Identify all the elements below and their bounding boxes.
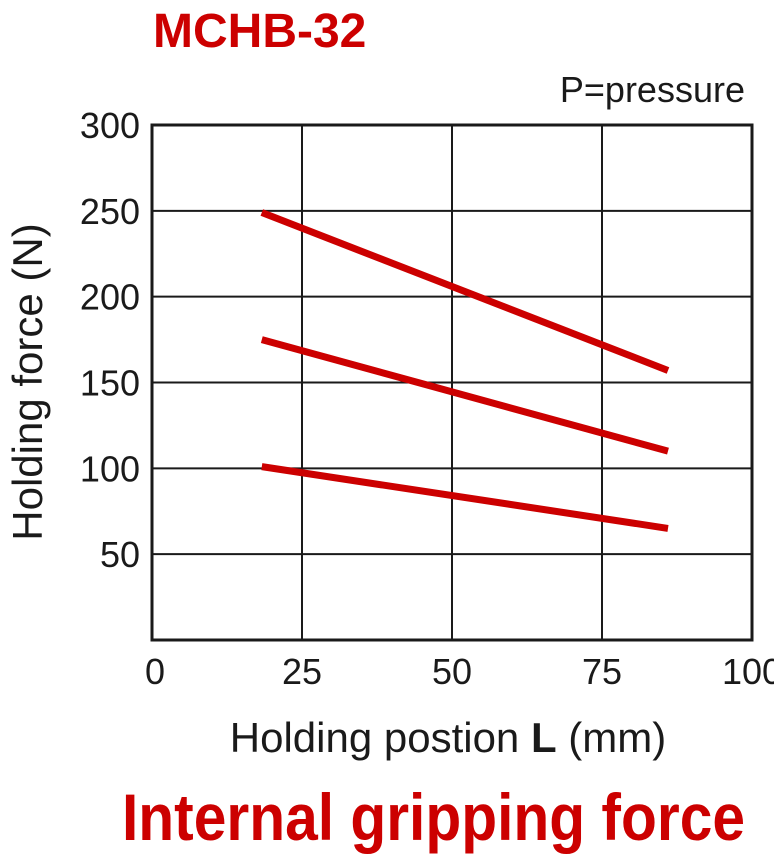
- caption: Internal gripping force: [122, 780, 745, 854]
- y-tick-label: 250: [80, 191, 140, 232]
- y-tick-label: 100: [80, 448, 140, 489]
- x-tick-label: 50: [432, 651, 472, 692]
- x-axis-label-part: (mm): [557, 714, 667, 761]
- series-line: [261, 463, 669, 532]
- plot-frame: [150, 123, 754, 642]
- x-axis-label-part: L: [531, 714, 557, 761]
- series-line: [260, 336, 669, 455]
- x-tick-label: 0: [145, 651, 165, 692]
- y-tick-label: 200: [80, 277, 140, 318]
- y-tick-label: 50: [100, 534, 140, 575]
- x-axis-label: Holding postion L (mm): [230, 714, 666, 761]
- y-tick-label: 300: [80, 105, 140, 146]
- series-line: [260, 209, 670, 374]
- x-axis-label-part: Holding postion: [230, 714, 531, 761]
- x-tick-label: 25: [282, 651, 322, 692]
- y-axis-label: Holding force (N): [4, 223, 51, 540]
- x-tick-label: 100: [722, 651, 774, 692]
- x-tick-label: 75: [582, 651, 622, 692]
- subtitle: P=pressure: [560, 69, 745, 110]
- chart-title: MCHB-32: [153, 5, 366, 58]
- y-tick-label: 150: [80, 363, 140, 404]
